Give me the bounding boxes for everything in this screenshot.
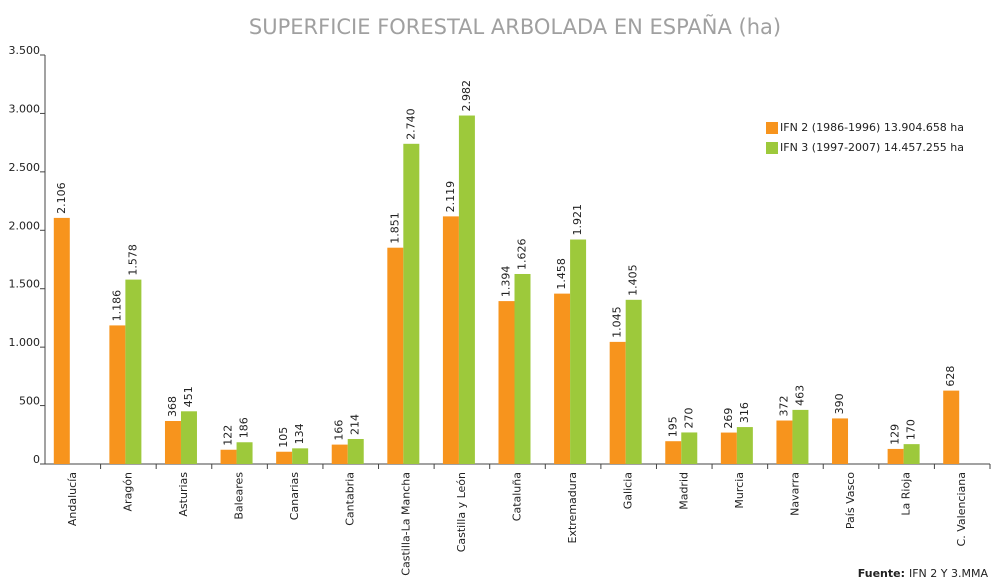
y-tick-label: 500 [19,395,40,408]
y-tick-label: 0 [33,453,40,466]
bar [832,418,849,464]
bar [331,444,348,464]
value-label: 390 [833,393,846,414]
value-label: 1.405 [627,264,640,296]
value-label: 316 [738,402,751,423]
x-tick-label: Extremadura [566,472,579,544]
bar [498,301,515,464]
source: Fuente: IFN 2 Y 3.MMA [858,567,989,580]
value-label: 166 [333,420,346,441]
value-label: 1.578 [126,244,139,276]
x-tick-label: Murcia [733,472,746,509]
bar [387,247,404,464]
bar [403,143,420,464]
value-label: 195 [666,416,679,437]
value-label: 122 [222,425,235,446]
value-label: 1.394 [500,266,513,298]
x-tick-label: Aragón [121,472,134,512]
bar [554,293,571,464]
value-label: 628 [944,366,957,387]
bar [776,420,793,464]
bar [442,216,459,464]
bar [665,441,682,464]
x-tick-label: Madrid [677,472,690,510]
value-label: 170 [905,419,918,440]
value-label: 269 [722,408,735,429]
bar [570,239,587,464]
value-label: 134 [293,423,306,444]
legend-label: IFN 3 (1997-2007) 14.457.255 ha [780,141,964,154]
value-label: 451 [182,386,195,407]
bar [736,427,753,464]
source-text: IFN 2 Y 3.MMA [909,567,988,580]
value-label: 214 [349,414,362,435]
value-label: 2.106 [55,182,68,214]
chart-title: SUPERFICIE FORESTAL ARBOLADA EN ESPAÑA (… [249,13,781,39]
bar [292,448,309,464]
bar [109,325,126,464]
x-tick-label: País Vasco [844,472,857,529]
y-tick-label: 2.000 [9,219,41,232]
bar [625,299,642,464]
x-tick-label: Castilla y León [455,472,468,552]
bar [347,438,364,464]
value-label: 368 [166,396,179,417]
bar [514,273,531,464]
x-tick-label: Canarias [288,472,301,520]
value-label: 129 [889,424,902,445]
legend-swatch [766,142,778,154]
bar [53,217,70,464]
x-tick-label: La Rioja [900,472,913,516]
value-label: 1.458 [555,258,568,290]
bar [943,390,960,464]
legend-label: IFN 2 (1986-1996) 13.904.658 ha [780,121,964,134]
bar [236,442,253,464]
value-label: 463 [793,385,806,406]
source-label: Fuente: [858,567,905,580]
y-tick-label: 3.000 [9,102,41,115]
bar [458,115,475,465]
value-label: 186 [238,417,251,438]
x-tick-label: Cataluña [511,472,524,521]
y-tick-label: 2.500 [9,161,41,174]
value-label: 2.119 [444,181,457,213]
x-tick-label: Navarra [788,472,801,516]
value-label: 1.851 [388,212,401,244]
bar [220,449,237,464]
bar [792,409,809,464]
y-tick-label: 1.000 [9,336,41,349]
bar [164,420,181,464]
y-tick-label: 1.500 [9,278,41,291]
value-label: 2.740 [404,108,417,140]
x-tick-label: Castilla-La Mancha [399,472,412,576]
y-tick-label: 3.500 [9,44,41,57]
value-label: 1.921 [571,204,584,236]
bar [887,448,904,464]
bar [276,451,293,464]
value-label: 1.626 [516,238,529,270]
x-tick-label: Asturias [177,472,190,517]
value-label: 1.186 [110,290,123,322]
value-label: 1.045 [611,306,624,338]
x-tick-label: C. Valenciana [955,472,968,546]
x-tick-label: Galicia [622,472,635,509]
bar [125,279,142,464]
bar [903,444,920,464]
x-tick-label: Baleares [233,472,246,520]
legend-swatch [766,122,778,134]
x-tick-label: Cantabria [344,472,357,526]
bar [681,432,698,464]
bar [609,341,626,464]
value-label: 2.982 [460,80,473,112]
bar [720,432,737,464]
bar [180,411,197,464]
x-tick-label: Andalucía [66,472,79,526]
value-label: 270 [682,407,695,428]
value-label: 372 [777,396,790,417]
value-label: 105 [277,427,290,448]
